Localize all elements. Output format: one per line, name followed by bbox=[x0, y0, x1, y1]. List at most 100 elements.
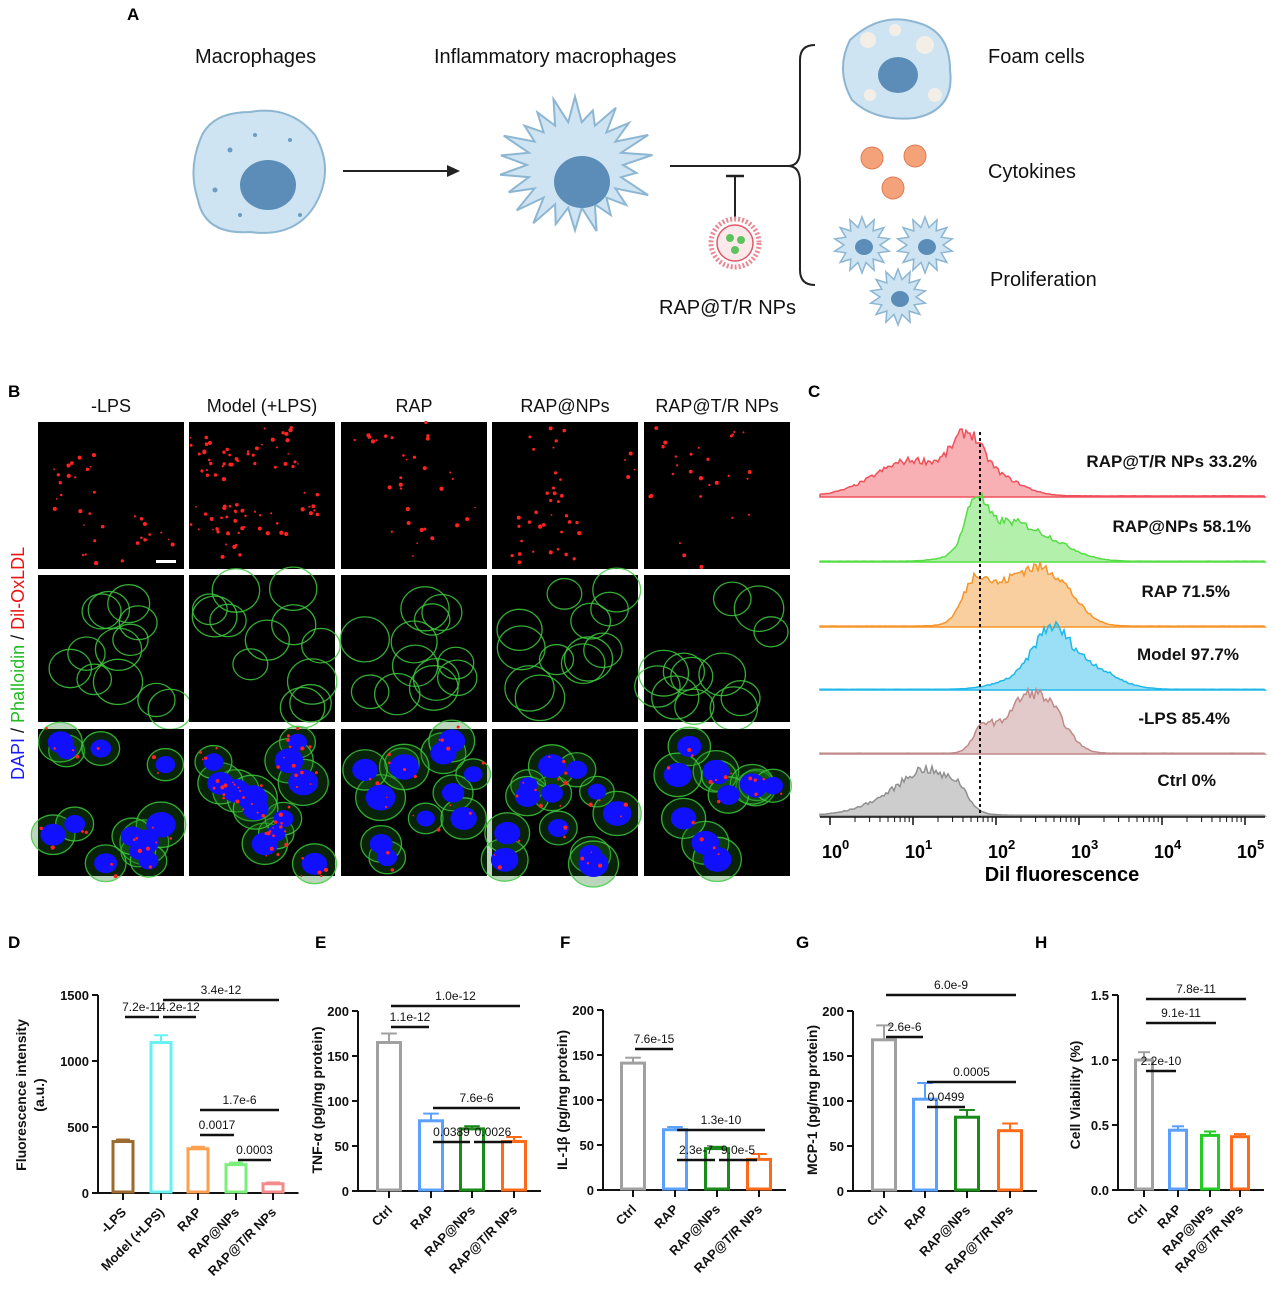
y-tick-label: 150 bbox=[822, 1049, 844, 1064]
dil-spot bbox=[439, 486, 444, 491]
outcome-bracket bbox=[787, 44, 816, 286]
cell-outline bbox=[400, 586, 450, 632]
dil-spot bbox=[228, 504, 232, 508]
dil-spot bbox=[265, 531, 270, 536]
dil-spot bbox=[257, 526, 262, 531]
dil-spot bbox=[474, 506, 476, 509]
cell-outline bbox=[87, 590, 131, 630]
dil-spot bbox=[402, 454, 405, 457]
dil-spot bbox=[419, 527, 424, 533]
dil-spot bbox=[438, 738, 441, 741]
p-value: 2.6e-6 bbox=[887, 1020, 921, 1034]
cell-outline bbox=[107, 584, 151, 624]
dil-spot bbox=[240, 526, 245, 531]
dil-spot bbox=[575, 520, 579, 525]
dil-spot bbox=[81, 829, 84, 833]
dil-spot bbox=[140, 536, 143, 540]
p-value: 1.0e-12 bbox=[435, 989, 476, 1003]
nucleus bbox=[490, 847, 519, 872]
dil-spot bbox=[212, 528, 214, 531]
dil-spot bbox=[145, 846, 151, 851]
dil-spot bbox=[58, 481, 62, 485]
x-tick-label: RAP bbox=[651, 1201, 681, 1231]
dil-spot bbox=[246, 452, 250, 456]
dil-spot bbox=[75, 754, 80, 759]
flow-x-label: Dil fluorescence bbox=[985, 864, 1140, 886]
dil-spot bbox=[93, 560, 99, 566]
cell-outline bbox=[286, 658, 338, 705]
dil-spot bbox=[563, 780, 569, 786]
dil-spot bbox=[233, 519, 236, 522]
nanoparticle-icon bbox=[708, 216, 762, 270]
dil-spot bbox=[237, 786, 240, 789]
dil-spot bbox=[74, 476, 77, 479]
proliferating-cells-icon bbox=[832, 214, 955, 328]
cell-outline bbox=[408, 664, 459, 711]
micrograph-background bbox=[644, 422, 790, 569]
dil-spot bbox=[205, 469, 208, 472]
y-tick-label: 1.0 bbox=[1091, 1053, 1109, 1068]
dil-spot bbox=[242, 808, 245, 811]
dil-spot bbox=[275, 446, 278, 449]
dil-spot bbox=[689, 452, 693, 456]
column-header: RAP@NPs bbox=[520, 396, 609, 416]
cell-outline bbox=[504, 665, 555, 712]
micrograph-phalloidin bbox=[38, 575, 193, 730]
dil-spot bbox=[160, 531, 163, 534]
nucleus bbox=[677, 735, 702, 757]
dil-spot bbox=[273, 820, 278, 824]
dil-spot bbox=[406, 521, 411, 526]
cell-outline bbox=[191, 593, 228, 626]
cell-outline bbox=[48, 648, 93, 689]
dil-spot bbox=[83, 524, 85, 526]
dil-spot bbox=[446, 746, 451, 751]
dil-spot bbox=[440, 738, 444, 742]
cell-outline bbox=[638, 649, 690, 697]
dil-spot bbox=[633, 468, 636, 471]
histogram-label: RAP@T/R NPs 33.2% bbox=[1086, 452, 1257, 471]
dil-spot bbox=[628, 451, 633, 456]
dil-spot bbox=[88, 512, 92, 516]
dil-spot bbox=[139, 517, 144, 521]
dil-spot bbox=[517, 524, 521, 528]
dil-spot bbox=[291, 464, 295, 469]
dil-spot bbox=[541, 522, 546, 527]
dil-spot bbox=[89, 465, 92, 468]
p-value: 9.0e-5 bbox=[721, 1143, 755, 1157]
dil-spot bbox=[198, 750, 202, 754]
bar-1 bbox=[418, 1119, 444, 1192]
y-tick-label: 100 bbox=[822, 1094, 844, 1109]
dil-spot bbox=[385, 796, 388, 799]
micrograph-merge bbox=[30, 721, 187, 883]
micrograph-phalloidin bbox=[492, 567, 642, 722]
dil-spot bbox=[671, 472, 675, 476]
bar-3 bbox=[224, 1163, 248, 1194]
x-tick-label: Ctrl bbox=[613, 1202, 639, 1228]
dil-spot bbox=[195, 505, 197, 508]
micrograph-background bbox=[341, 422, 487, 569]
micrograph-background bbox=[492, 422, 638, 569]
dil-spot bbox=[261, 814, 265, 818]
micrograph-background bbox=[38, 422, 184, 569]
p-value: 0.0017 bbox=[199, 1118, 236, 1132]
p-value: 7.6e-15 bbox=[634, 1032, 675, 1046]
dil-spot bbox=[412, 455, 417, 459]
dil-spot bbox=[550, 514, 553, 516]
dil-spot bbox=[320, 874, 323, 878]
dil-spot bbox=[456, 725, 460, 729]
dil-spot bbox=[72, 749, 75, 752]
bar-1 bbox=[149, 1041, 173, 1194]
foam-cell-icon bbox=[841, 18, 952, 120]
dil-spot bbox=[213, 473, 218, 477]
p-value: 0.0003 bbox=[236, 1143, 273, 1157]
cell-outline bbox=[118, 605, 158, 641]
y-tick-label: 0.0 bbox=[1091, 1183, 1109, 1198]
dil-spot bbox=[727, 474, 730, 477]
tick-label: 102 bbox=[988, 837, 1015, 862]
dil-spot bbox=[516, 515, 521, 520]
histogram-0 bbox=[819, 428, 1267, 498]
dil-spot bbox=[559, 493, 564, 498]
dil-spot bbox=[572, 557, 576, 561]
nucleus bbox=[94, 853, 118, 874]
y-axis-label: MCP-1 (pg/mg protein) bbox=[804, 1025, 820, 1175]
